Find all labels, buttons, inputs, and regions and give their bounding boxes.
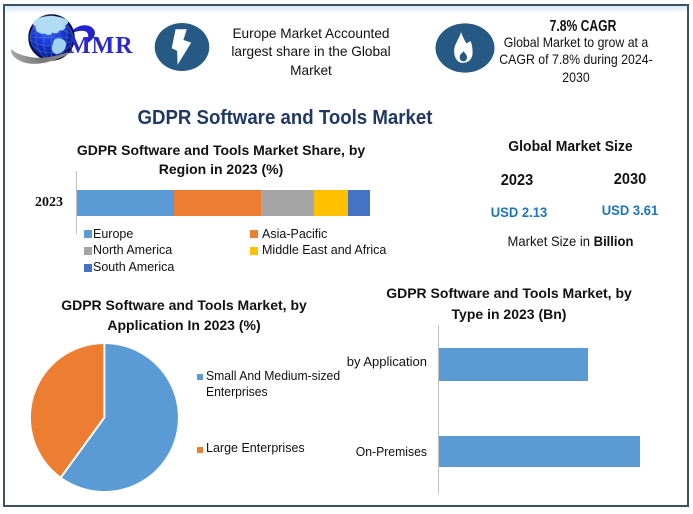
svg-text:MMR: MMR [68,33,134,59]
